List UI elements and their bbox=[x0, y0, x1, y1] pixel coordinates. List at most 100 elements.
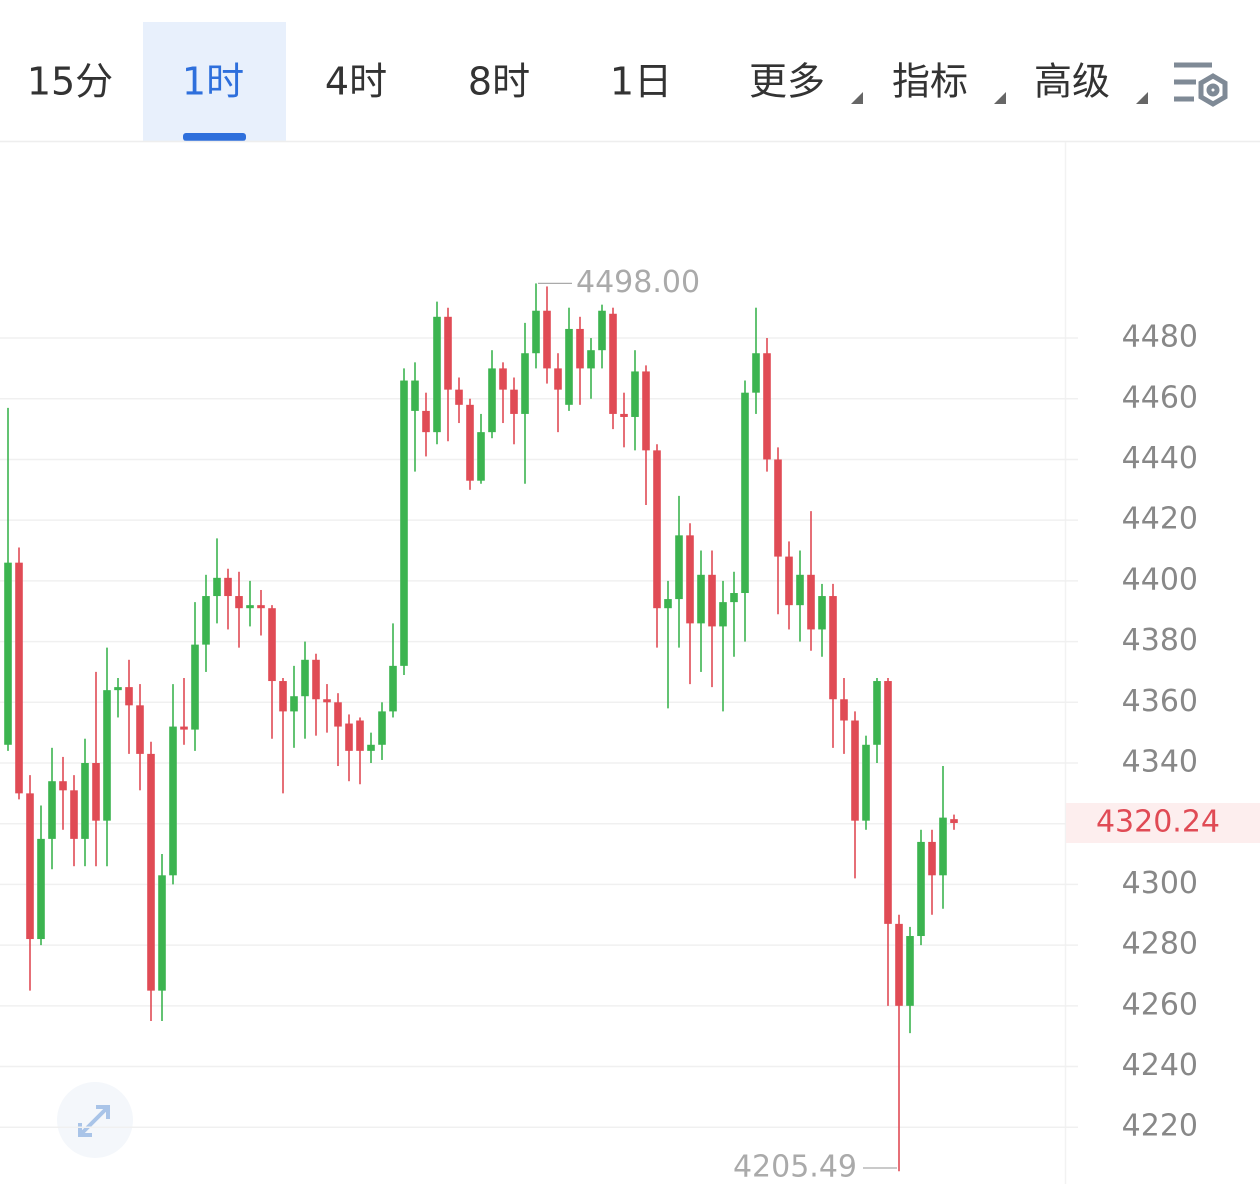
candle-body bbox=[411, 380, 419, 411]
candle-body bbox=[906, 936, 914, 1006]
candle-body bbox=[939, 817, 947, 876]
candle-body bbox=[653, 450, 661, 609]
candle-body bbox=[499, 368, 507, 390]
candle-body bbox=[752, 353, 760, 393]
candle-body bbox=[862, 744, 870, 821]
candle-body bbox=[917, 841, 925, 937]
candle-body bbox=[268, 608, 276, 682]
y-tick-label: 4260 bbox=[1122, 987, 1198, 1022]
tab[interactable]: 15分 bbox=[27, 60, 113, 104]
candle-body bbox=[15, 562, 23, 794]
candle-body bbox=[521, 353, 529, 414]
candle-body bbox=[477, 432, 485, 481]
candle-body bbox=[224, 577, 232, 597]
candle-body bbox=[246, 605, 254, 609]
candle-body bbox=[345, 723, 353, 751]
candle-body bbox=[554, 368, 562, 390]
dropdown-caret bbox=[994, 92, 1006, 104]
candle-body bbox=[213, 577, 221, 597]
candle-body bbox=[587, 350, 595, 369]
dropdown-caret bbox=[851, 92, 863, 104]
y-tick-label: 4300 bbox=[1122, 866, 1198, 901]
candle-body bbox=[774, 459, 782, 557]
candle-body bbox=[950, 819, 958, 823]
candle-body bbox=[4, 562, 12, 745]
candle-body bbox=[92, 762, 100, 821]
candle-body bbox=[378, 711, 386, 745]
candle-body bbox=[356, 720, 364, 751]
candle-body bbox=[510, 389, 518, 414]
candle-body bbox=[884, 681, 892, 924]
candle-body bbox=[488, 368, 496, 433]
candle-body bbox=[37, 838, 45, 940]
last-price-bg bbox=[1066, 802, 1260, 843]
candle-body bbox=[840, 699, 848, 721]
y-tick-label: 4220 bbox=[1122, 1109, 1198, 1144]
candle-body bbox=[686, 535, 694, 624]
candle-body bbox=[829, 596, 837, 700]
candle-body bbox=[532, 310, 540, 354]
candle-body bbox=[235, 596, 243, 609]
candle-body bbox=[631, 371, 639, 417]
candle-body bbox=[455, 389, 463, 405]
y-tick-label: 4280 bbox=[1122, 927, 1198, 962]
y-tick-label: 4420 bbox=[1122, 502, 1198, 537]
candle-body bbox=[543, 310, 551, 369]
candle-body bbox=[609, 313, 617, 414]
y-tick-label: 4460 bbox=[1122, 380, 1198, 415]
candle-body bbox=[125, 687, 133, 706]
candle-body bbox=[81, 762, 89, 839]
candle-body bbox=[59, 781, 67, 791]
candle-body bbox=[741, 392, 749, 594]
y-tick-label: 4440 bbox=[1122, 441, 1198, 476]
candle-body bbox=[114, 687, 122, 691]
candle-body bbox=[719, 602, 727, 627]
candle-body bbox=[818, 596, 826, 630]
dropdown-caret bbox=[1136, 92, 1148, 104]
tab[interactable]: 高级 bbox=[1034, 60, 1110, 104]
active-tab-bg bbox=[143, 22, 286, 141]
y-tick-label: 4360 bbox=[1122, 684, 1198, 719]
candle-body bbox=[389, 665, 397, 712]
candle-body bbox=[169, 726, 177, 876]
candle-body bbox=[433, 316, 441, 433]
candle-body bbox=[147, 753, 155, 991]
candle-body bbox=[323, 699, 331, 703]
candle-body bbox=[466, 404, 474, 481]
candle-body bbox=[202, 596, 210, 645]
candle-body bbox=[334, 702, 342, 727]
candle-body bbox=[763, 353, 771, 460]
candle-body bbox=[851, 720, 859, 821]
candle-body bbox=[279, 681, 287, 712]
candle-body bbox=[565, 328, 573, 405]
candle-body bbox=[257, 605, 265, 609]
candle-body bbox=[70, 790, 78, 839]
candle-body bbox=[697, 574, 705, 624]
tab[interactable]: 4时 bbox=[325, 60, 387, 104]
candle-body bbox=[620, 413, 628, 417]
candle-body bbox=[367, 744, 375, 751]
candle-body bbox=[928, 841, 936, 876]
tab[interactable]: 更多 bbox=[749, 60, 825, 104]
candle-body bbox=[444, 316, 452, 390]
tab[interactable]: 8时 bbox=[468, 60, 530, 104]
candle-body bbox=[301, 659, 309, 697]
candle-body bbox=[191, 644, 199, 730]
candle-body bbox=[708, 574, 716, 627]
y-tick-label: 4400 bbox=[1122, 562, 1198, 597]
tab[interactable]: 指标 bbox=[892, 60, 968, 104]
low-label: 4205.49 bbox=[733, 1150, 857, 1184]
candle-body bbox=[730, 593, 738, 603]
tab[interactable]: 1日 bbox=[610, 60, 672, 104]
last-price-label: 4320.24 bbox=[1096, 804, 1220, 839]
candle-body bbox=[400, 380, 408, 666]
candle-body bbox=[290, 696, 298, 712]
y-tick-label: 4340 bbox=[1122, 744, 1198, 779]
candle-body bbox=[312, 659, 320, 700]
candle-body bbox=[642, 371, 650, 451]
tab[interactable]: 1时 bbox=[182, 60, 244, 104]
expand-button[interactable] bbox=[57, 1082, 133, 1158]
candle-body bbox=[158, 875, 166, 991]
settings-icon[interactable] bbox=[1174, 62, 1228, 107]
